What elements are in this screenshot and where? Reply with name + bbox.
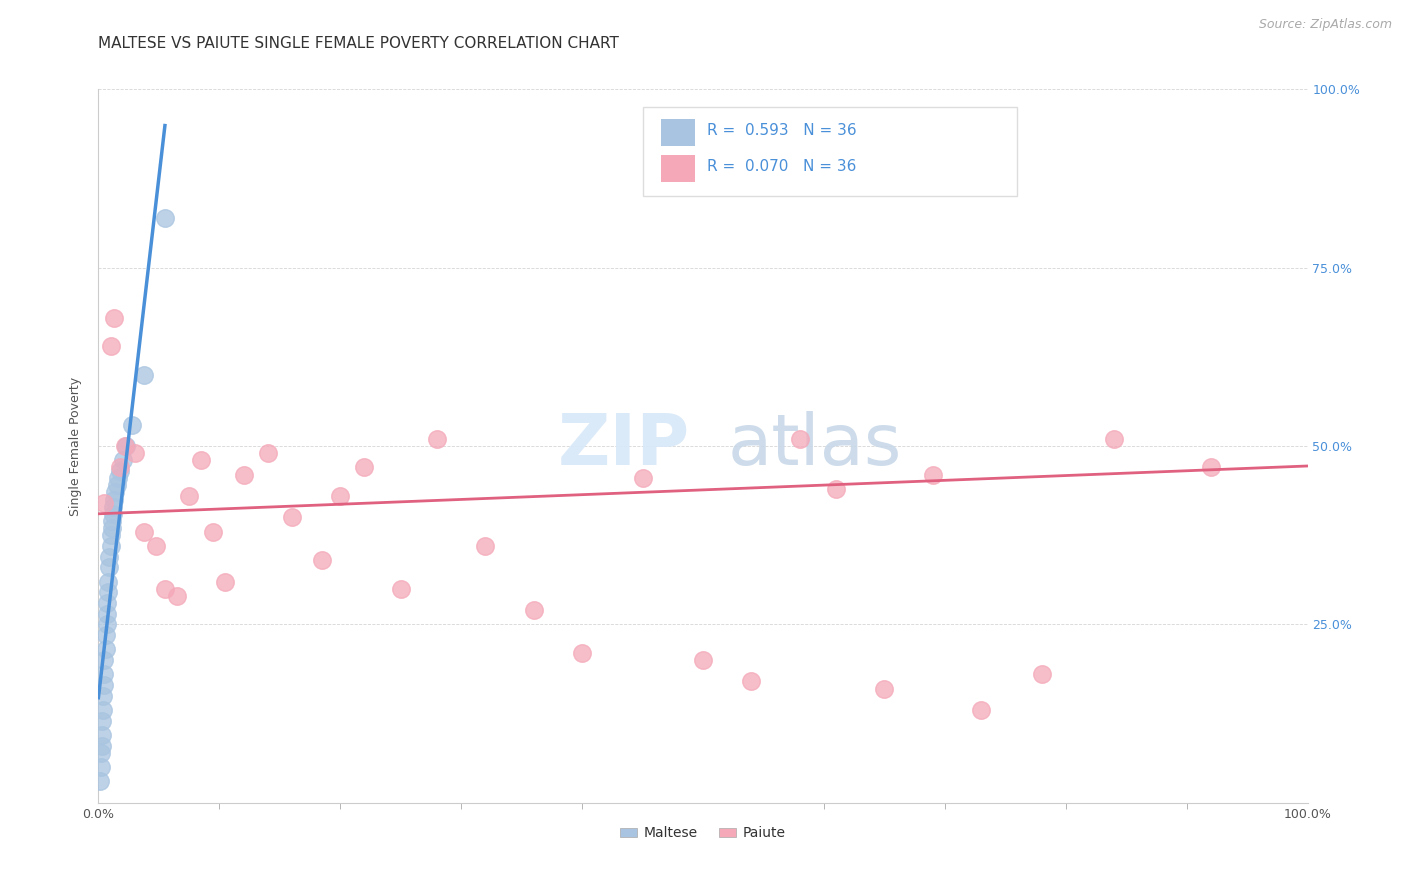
Point (921, 467, 943, 482)
Point (389, 582, 412, 596)
Point (124, 446, 146, 460)
Point (214, 574, 236, 589)
Point (1031, 667, 1053, 681)
Text: ZIP: ZIP (558, 411, 690, 481)
Point (91, 714, 114, 728)
Point (153, 211, 176, 225)
Point (474, 539, 496, 553)
Text: R =  0.070   N = 36: R = 0.070 N = 36 (707, 159, 856, 174)
Point (789, 432, 811, 446)
Point (91, 728, 114, 742)
Point (114, 439, 136, 453)
Point (94, 642, 117, 657)
Point (1199, 460, 1222, 475)
Point (98, 549, 121, 564)
Y-axis label: Single Female Poverty: Single Female Poverty (69, 376, 83, 516)
Point (104, 485, 127, 500)
Point (90, 760, 112, 774)
Text: MALTESE VS PAIUTE SINGLE FEMALE POVERTY CORRELATION CHART: MALTESE VS PAIUTE SINGLE FEMALE POVERTY … (98, 36, 619, 51)
Point (108, 464, 131, 478)
Point (91, 689, 114, 703)
Point (873, 681, 896, 696)
Point (103, 310, 125, 325)
Point (107, 471, 129, 485)
Point (311, 553, 333, 567)
Point (825, 482, 848, 496)
Point (96, 607, 118, 621)
Point (91, 739, 114, 753)
Point (101, 500, 124, 514)
Point (523, 603, 546, 617)
Point (740, 674, 762, 689)
Point (121, 417, 143, 432)
Point (108, 460, 131, 475)
Point (97, 585, 120, 599)
Point (103, 492, 125, 507)
Point (100, 514, 122, 528)
Legend: Maltese, Paiute: Maltese, Paiute (614, 821, 792, 846)
Point (179, 489, 201, 503)
Point (281, 510, 304, 524)
Point (100, 539, 122, 553)
Point (96, 617, 118, 632)
Point (1102, 432, 1125, 446)
Point (93, 667, 115, 681)
Point (232, 467, 254, 482)
Text: Source: ZipAtlas.com: Source: ZipAtlas.com (1258, 18, 1392, 31)
Point (93, 496, 115, 510)
Point (111, 453, 134, 467)
Point (98, 560, 121, 574)
Point (105, 478, 128, 492)
Point (115, 439, 138, 453)
Point (190, 453, 212, 467)
FancyBboxPatch shape (643, 107, 1018, 196)
Point (692, 653, 714, 667)
Point (571, 646, 593, 660)
Text: atlas: atlas (727, 411, 901, 481)
FancyBboxPatch shape (661, 155, 695, 182)
Point (101, 507, 124, 521)
Point (134, 524, 156, 539)
Point (970, 703, 993, 717)
Point (145, 539, 167, 553)
Point (202, 524, 225, 539)
Point (153, 582, 176, 596)
Point (90, 746, 112, 760)
FancyBboxPatch shape (661, 120, 695, 146)
Point (93, 653, 115, 667)
Point (353, 460, 375, 475)
Point (426, 432, 449, 446)
Point (96, 596, 118, 610)
Point (166, 589, 188, 603)
Point (93, 678, 115, 692)
Point (256, 446, 278, 460)
Text: R =  0.593   N = 36: R = 0.593 N = 36 (707, 123, 856, 138)
Point (100, 528, 122, 542)
Point (100, 339, 122, 353)
Point (91, 703, 114, 717)
Point (94, 628, 117, 642)
Point (89, 774, 111, 789)
Point (97, 574, 120, 589)
Point (631, 471, 654, 485)
Point (134, 368, 156, 382)
Point (329, 489, 352, 503)
Point (100, 521, 122, 535)
